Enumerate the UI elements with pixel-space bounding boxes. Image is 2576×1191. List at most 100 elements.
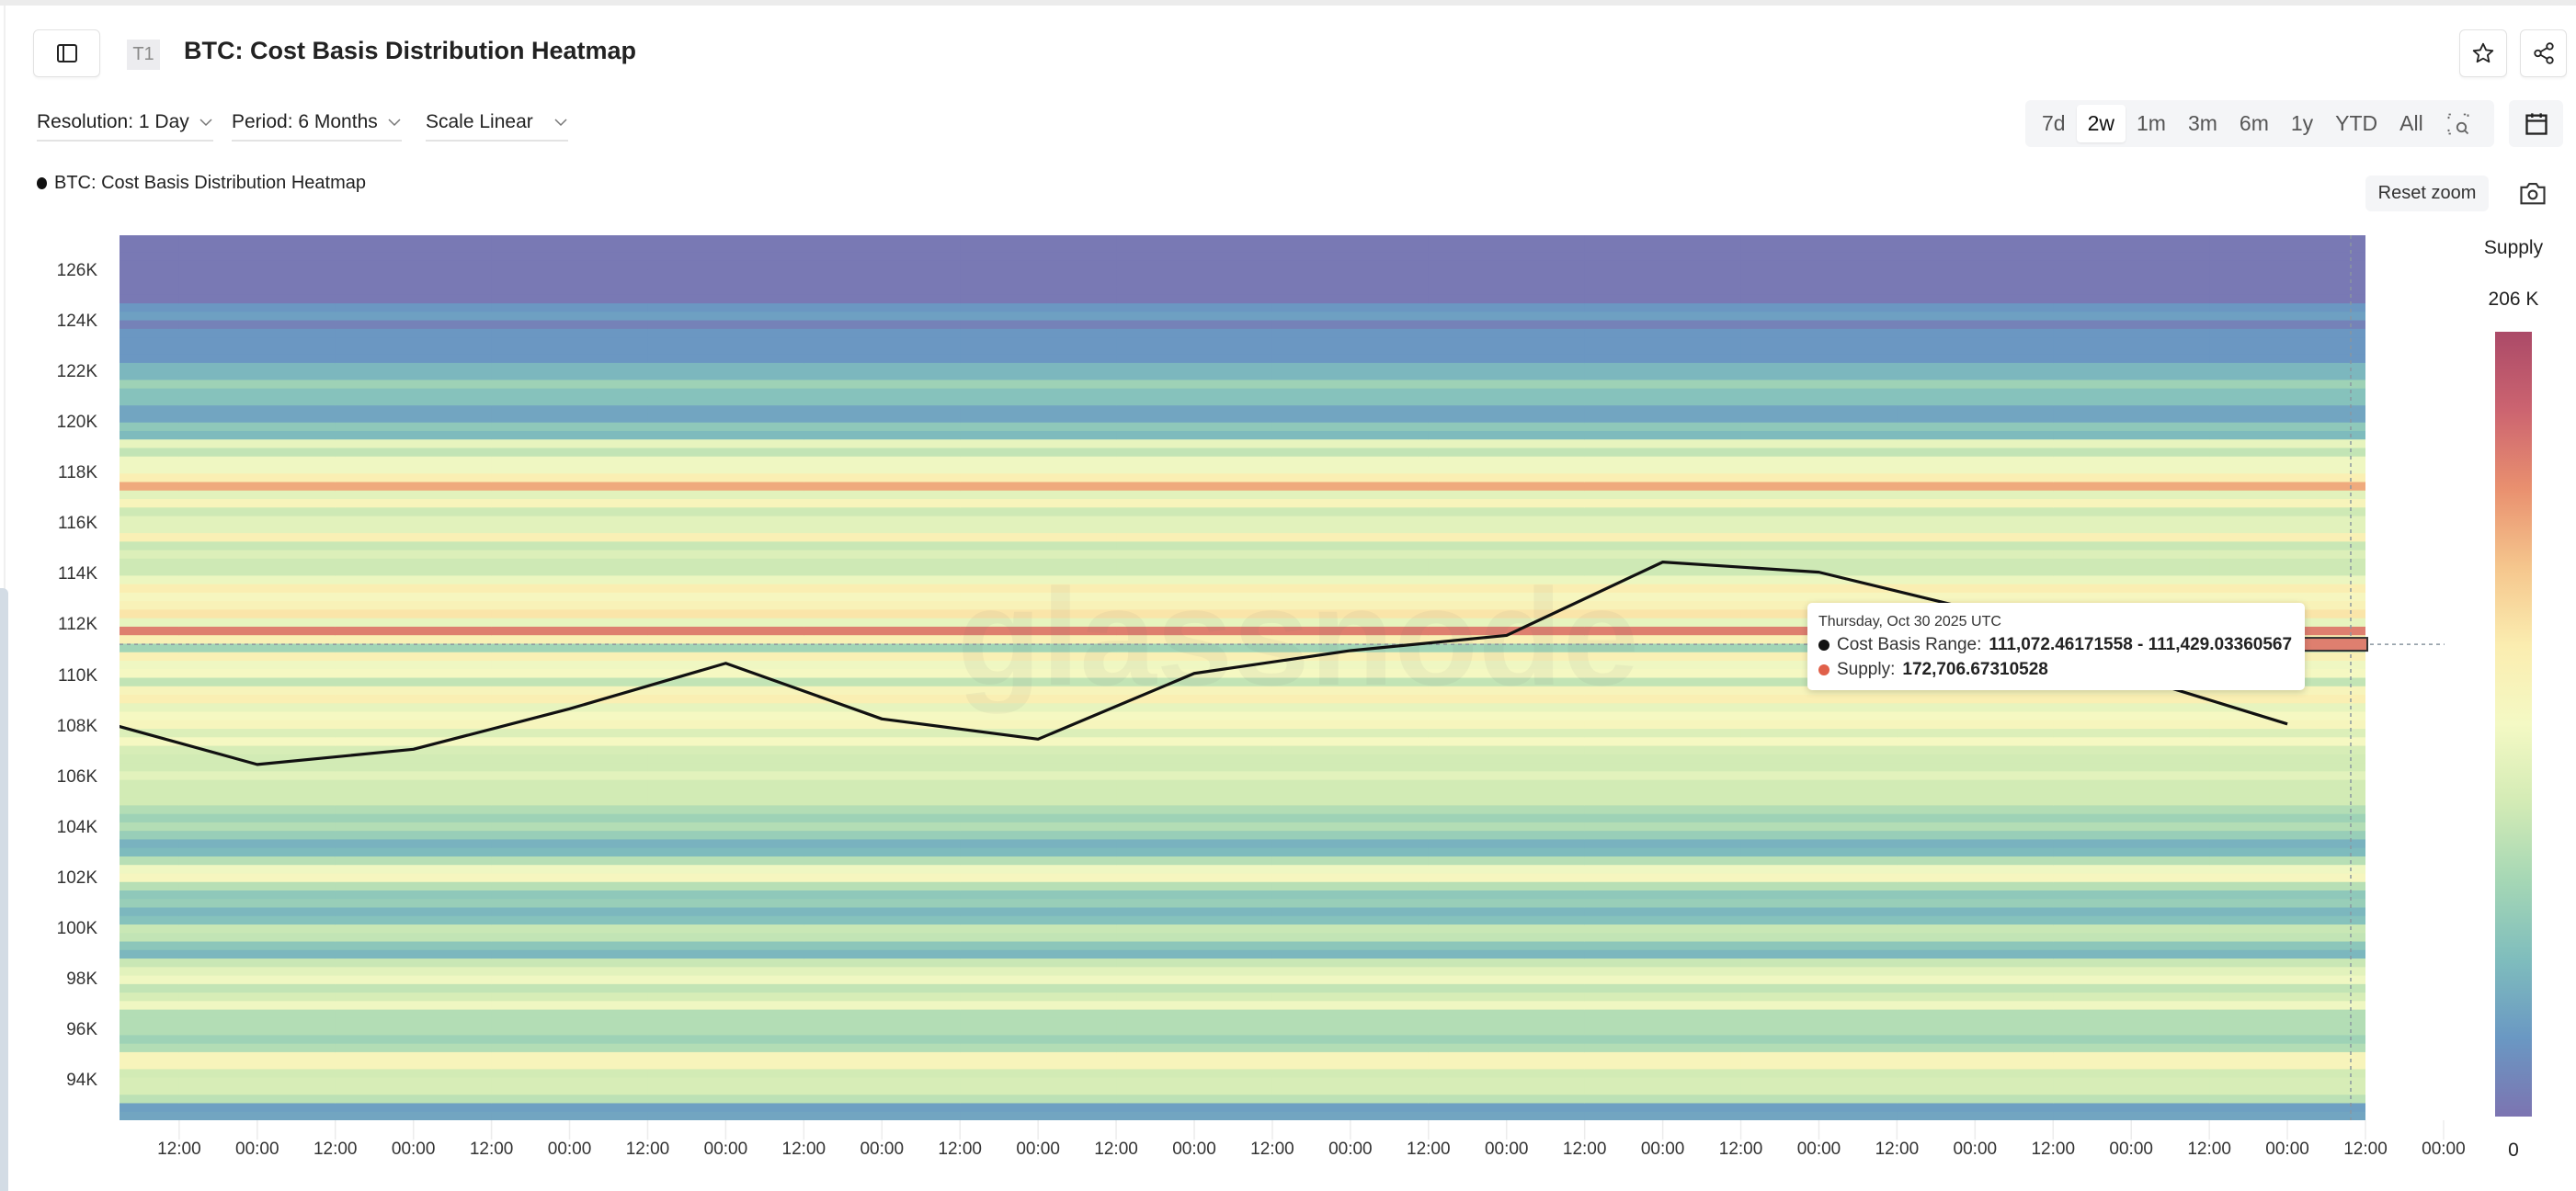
heatmap-cell bbox=[2209, 354, 2365, 364]
heatmap-cell bbox=[1271, 278, 1430, 288]
heatmap-cell bbox=[1271, 737, 1430, 747]
heatmap-cell bbox=[1584, 958, 1742, 968]
period-dropdown[interactable]: Period: 6 Months bbox=[232, 111, 402, 142]
heatmap-cell bbox=[960, 847, 1117, 857]
heatmap-cell bbox=[2209, 414, 2365, 424]
zoom-select-button[interactable] bbox=[2434, 105, 2482, 142]
heatmap-cell bbox=[960, 328, 1117, 338]
legend-item[interactable]: BTC: Cost Basis Distribution Heatmap bbox=[37, 173, 366, 194]
range-ytd[interactable]: YTD bbox=[2335, 111, 2378, 135]
heatmap-cell bbox=[647, 941, 804, 951]
heatmap-cell bbox=[1584, 635, 1742, 645]
heatmap-cell bbox=[491, 362, 649, 372]
heatmap-cell bbox=[1584, 1051, 1742, 1061]
range-3m[interactable]: 3m bbox=[2187, 111, 2217, 135]
heatmap-cell bbox=[2209, 388, 2365, 398]
heatmap-cell bbox=[1584, 975, 1742, 985]
heatmap-cell bbox=[1116, 388, 1273, 398]
heatmap-cell bbox=[178, 1017, 336, 1027]
heatmap-cell bbox=[1428, 430, 1586, 440]
favorite-button[interactable] bbox=[2459, 29, 2507, 77]
heatmap-cell bbox=[2053, 831, 2210, 841]
heatmap-cell bbox=[1584, 626, 1742, 636]
heatmap-cell bbox=[335, 1095, 493, 1105]
tooltip-range-row: Cost Basis Range: 111,072.46171558 - 111… bbox=[1818, 635, 2294, 655]
heatmap-cell bbox=[335, 1017, 493, 1027]
heatmap-cell bbox=[2053, 915, 2210, 925]
heatmap-cell bbox=[1116, 865, 1273, 875]
heatmap-cell bbox=[1740, 550, 1898, 560]
range-1y[interactable]: 1y bbox=[2290, 111, 2314, 135]
heatmap-cell bbox=[2209, 779, 2365, 789]
heatmap-cell bbox=[1271, 686, 1430, 696]
heatmap-cell bbox=[2053, 465, 2210, 474]
heatmap-cell bbox=[335, 915, 493, 925]
y-tick-label: 114K bbox=[58, 564, 97, 584]
heatmap-cell bbox=[120, 847, 180, 857]
heatmap-cell bbox=[960, 1017, 1117, 1027]
heatmap-cell bbox=[1428, 396, 1586, 406]
heatmap-cell bbox=[960, 1069, 1117, 1079]
range-all[interactable]: All bbox=[2399, 111, 2423, 135]
heatmap-cell bbox=[1271, 865, 1430, 875]
heatmap-cell bbox=[1740, 1061, 1898, 1071]
heatmap-cell bbox=[1584, 609, 1742, 619]
heatmap-cell bbox=[2209, 533, 2365, 542]
heatmap-cell bbox=[491, 1061, 649, 1071]
heatmap-cell bbox=[491, 1111, 649, 1120]
scale-dropdown[interactable]: Scale Linear bbox=[426, 111, 568, 142]
heatmap-cell bbox=[1116, 754, 1273, 764]
heatmap-cell bbox=[491, 924, 649, 934]
heatmap-cell bbox=[1428, 881, 1586, 891]
heatmap-cell bbox=[178, 362, 336, 372]
heatmap-cell bbox=[1271, 745, 1430, 755]
heatmap-cell bbox=[2053, 771, 2210, 781]
heatmap-cell bbox=[1271, 805, 1430, 815]
left-scroll-strip[interactable] bbox=[0, 588, 8, 1191]
heatmap-cell bbox=[335, 269, 493, 278]
heatmap-cell bbox=[1584, 873, 1742, 883]
heatmap-cell bbox=[1897, 703, 2054, 713]
heatmap-cell bbox=[491, 507, 649, 517]
sidebar-toggle-button[interactable] bbox=[33, 29, 100, 77]
heatmap-cell bbox=[335, 252, 493, 262]
heatmap-cell bbox=[1116, 328, 1273, 338]
heatmap-cell bbox=[2209, 1027, 2365, 1037]
calendar-button[interactable] bbox=[2509, 100, 2563, 147]
screenshot-button[interactable] bbox=[2519, 180, 2547, 210]
heatmap-cell bbox=[2053, 856, 2210, 866]
heatmap-cell bbox=[1897, 899, 2054, 909]
heatmap-cell bbox=[2209, 337, 2365, 346]
heatmap-cell bbox=[1116, 975, 1273, 985]
range-6m[interactable]: 6m bbox=[2239, 111, 2269, 135]
x-tick-label: 00:00 bbox=[1328, 1140, 1373, 1159]
heatmap-cell bbox=[335, 380, 493, 390]
heatmap-cell bbox=[804, 754, 961, 764]
range-1m[interactable]: 1m bbox=[2137, 111, 2166, 135]
heatmap-cell bbox=[1116, 711, 1273, 721]
heatmap-cell bbox=[1271, 1001, 1430, 1011]
heatmap-cell bbox=[335, 686, 493, 696]
range-2w[interactable]: 2w bbox=[2076, 105, 2126, 142]
range-7d[interactable]: 7d bbox=[2042, 111, 2066, 135]
heatmap-cell bbox=[1428, 797, 1586, 806]
reset-zoom-button[interactable]: Reset zoom bbox=[2365, 176, 2489, 211]
heatmap-cell bbox=[960, 524, 1117, 534]
heatmap-cell bbox=[1271, 371, 1430, 381]
heatmap-cell bbox=[1428, 847, 1586, 857]
heatmap-cell bbox=[960, 618, 1117, 628]
heatmap-cell bbox=[491, 414, 649, 424]
heatmap-cell bbox=[1897, 1009, 2054, 1019]
heatmap-cell bbox=[120, 320, 180, 330]
heatmap-cell bbox=[1584, 541, 1742, 551]
heatmap-cells bbox=[120, 235, 2365, 1120]
heatmap-cell bbox=[1428, 303, 1586, 312]
share-button[interactable] bbox=[2520, 29, 2567, 77]
resolution-dropdown[interactable]: Resolution: 1 Day bbox=[37, 111, 213, 142]
heatmap-cell bbox=[120, 558, 180, 568]
heatmap-cell bbox=[1584, 396, 1742, 406]
heatmap-cell bbox=[1428, 771, 1586, 781]
heatmap-cell bbox=[960, 448, 1117, 458]
heatmap-cell bbox=[647, 1085, 804, 1095]
